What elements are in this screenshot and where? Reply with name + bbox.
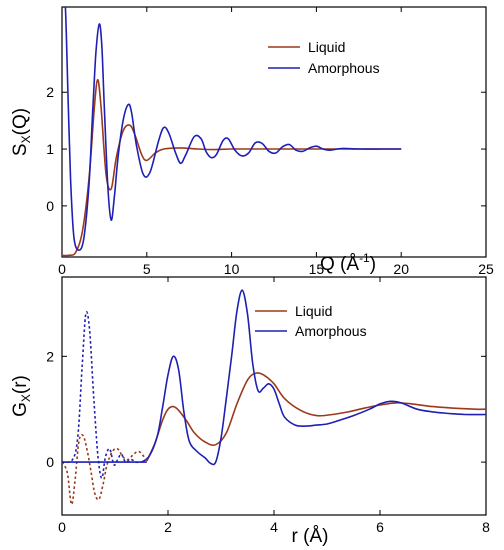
- bottom-x-tick-label: 8: [482, 519, 490, 535]
- bottom-x-tick-label: 0: [58, 519, 66, 535]
- top-x-tick-label: 20: [393, 261, 409, 277]
- bottom-x-tick-label: 6: [376, 519, 384, 535]
- bottom-y-tick-label: 2: [46, 348, 54, 364]
- bottom-plot-frame: [61, 276, 487, 516]
- bottom-legend: Liquid Amorphous: [255, 303, 367, 339]
- bottom-legend-label-amorphous: Amorphous: [295, 323, 367, 339]
- bottom-series-liquid-line: [146, 372, 486, 462]
- top-x-tick-label: 10: [224, 261, 240, 277]
- top-series-liquid-line: [62, 78, 402, 257]
- bottom-series-unnamed-dotted-line: [62, 433, 148, 506]
- bottom-y-tick-label: 0: [46, 454, 54, 470]
- top-x-tick-label: 25: [478, 261, 494, 277]
- top-y-tick-label: 1: [46, 141, 54, 157]
- top-y-tick-label: 2: [46, 84, 54, 100]
- top-legend-label-amorphous: Amorphous: [308, 60, 380, 76]
- bottom-panel: 0 2 4 6 8 0 2 GX(r) r (Å) Liquid Amorphous: [10, 276, 490, 547]
- bottom-x-axis-label: r (Å): [292, 526, 329, 547]
- top-y-axis-label: SX(Q): [10, 108, 33, 156]
- top-x-tick-label: 15: [309, 261, 325, 277]
- top-x-axis-label: Q (Å-1): [320, 251, 376, 275]
- bottom-series-amorphous-line: [141, 289, 486, 466]
- top-x-tick-label: 0: [58, 261, 66, 277]
- bottom-x-tick-label: 2: [164, 519, 172, 535]
- top-legend: Liquid Amorphous: [268, 39, 380, 76]
- top-x-tick-label: 5: [143, 261, 151, 277]
- top-series-amorphous-line: [64, 7, 402, 252]
- bottom-y-axis-label: GX(r): [10, 375, 33, 417]
- top-legend-label-liquid: Liquid: [308, 39, 345, 55]
- bottom-series-unnamed-dotted-line: [62, 311, 142, 479]
- top-y-tick-label: 0: [46, 198, 54, 214]
- bottom-x-tick-label: 4: [270, 519, 278, 535]
- top-panel: 0 5 10 15 20 25 0 1 2 SX(Q) Q (Å-1) Liquid Amorp…: [10, 6, 494, 277]
- bottom-legend-label-liquid: Liquid: [295, 303, 332, 319]
- top-plot-frame: [61, 6, 487, 258]
